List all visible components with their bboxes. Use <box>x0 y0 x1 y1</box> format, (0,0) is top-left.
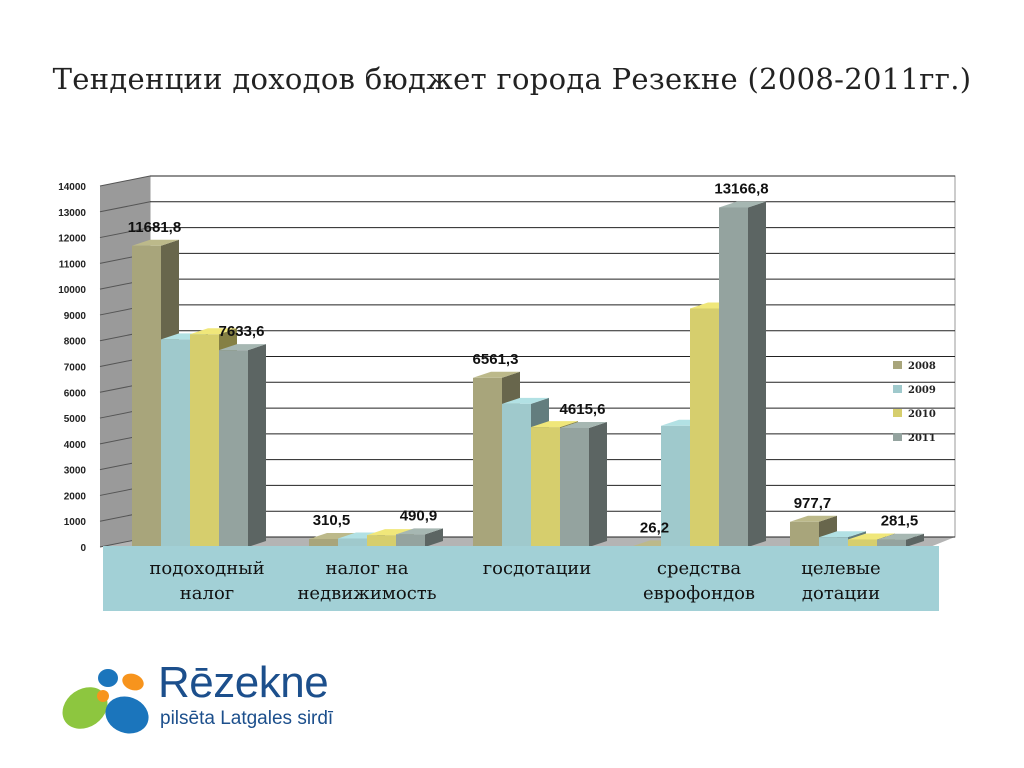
y-tick-label: 3000 <box>64 466 87 477</box>
category-label-state-grants: госдотации <box>482 558 592 579</box>
data-label: 490,9 <box>400 507 438 524</box>
category-label-eu-funds: средства еврофондов <box>642 558 756 604</box>
logo-wordmark: Rēzekne <box>158 658 329 707</box>
gridline-side <box>99 201 151 213</box>
data-label: 310,5 <box>313 512 351 529</box>
bar-front <box>719 207 748 547</box>
logo-tagline: pilsēta Latgales sirdī <box>160 708 334 729</box>
bar-front <box>161 339 190 547</box>
bar-front <box>690 308 719 547</box>
legend-swatch <box>893 361 902 369</box>
bar-top <box>132 239 179 246</box>
data-label: 4615,6 <box>560 401 606 418</box>
bar-front <box>877 539 906 547</box>
bar-front <box>560 427 589 547</box>
data-label: 6561,3 <box>473 351 519 368</box>
legend-swatch <box>893 385 902 393</box>
gridline-side <box>99 227 151 239</box>
data-label: 977,7 <box>794 495 832 512</box>
bar-2011-1 <box>396 528 443 547</box>
data-label: 281,5 <box>881 513 919 530</box>
legend-label: 2011 <box>908 433 936 444</box>
category-label-property-tax: налог на недвижимость <box>297 558 437 604</box>
bar-top <box>396 528 443 535</box>
bar-front <box>219 350 248 547</box>
y-tick-label: 8000 <box>64 337 87 348</box>
bar-top <box>819 531 866 538</box>
bar-front <box>309 538 338 547</box>
bar-top <box>719 201 766 208</box>
bar-side <box>425 528 443 547</box>
bar-side <box>906 533 924 547</box>
legend-label: 2008 <box>908 361 936 372</box>
bar-front <box>367 535 396 547</box>
y-tick-label: 2000 <box>64 491 87 502</box>
data-labels: 11681,8 7633,6 310,5 490,9 6561,3 4615,6 26,2 1… <box>128 180 918 536</box>
bar-top <box>790 515 837 522</box>
bar-2011-4 <box>877 533 924 547</box>
bar-front <box>790 521 819 547</box>
bar-top <box>560 421 607 428</box>
y-tick-label: 11000 <box>59 259 87 270</box>
bar-side <box>248 344 266 547</box>
data-label: 26,2 <box>640 519 669 536</box>
logo-emblem-icon <box>62 669 149 734</box>
y-tick-label: 5000 <box>64 414 87 425</box>
y-tick-label: 14000 <box>58 182 86 193</box>
bar-side <box>748 201 766 547</box>
gridline-side <box>99 175 151 187</box>
chart-bars <box>132 201 924 548</box>
bar-top <box>219 344 266 351</box>
y-tick-label: 7000 <box>64 363 87 374</box>
y-tick-label: 1000 <box>64 517 87 528</box>
bar-2011-2 <box>560 421 607 547</box>
bar-top <box>531 421 578 428</box>
bar-top <box>190 328 237 335</box>
bar-top <box>473 371 520 378</box>
y-tick-label: 12000 <box>58 234 86 245</box>
bar-top <box>877 533 924 540</box>
legend-swatch <box>893 409 902 417</box>
bar-front <box>502 403 531 547</box>
chart-legend: 2008 2009 2010 2011 <box>893 361 936 444</box>
bar-front <box>848 539 877 547</box>
category-label-targeted-grants: целевые дотации <box>801 558 881 604</box>
category-axis-band: подоходный налог налог на недвижимость г… <box>103 546 939 611</box>
data-label: 7633,6 <box>219 323 265 340</box>
y-tick-label: 0 <box>80 543 86 554</box>
bar-side <box>589 421 607 547</box>
bar-front <box>396 534 425 547</box>
bar-front <box>531 427 560 547</box>
bar-2011-0 <box>219 344 266 547</box>
y-tick-label: 6000 <box>64 388 87 399</box>
category-label-income-tax: подоходный налог <box>149 558 265 604</box>
y-tick-label: 4000 <box>64 440 87 451</box>
legend-label: 2009 <box>908 385 936 396</box>
bar-front <box>473 377 502 547</box>
bar-front <box>338 538 367 547</box>
data-label: 11681,8 <box>128 219 181 236</box>
slide-title: Тенденции доходов бюджет города Резекне … <box>52 62 972 96</box>
bar-front <box>819 537 848 547</box>
legend-swatch <box>893 433 902 441</box>
bar-front <box>661 425 690 547</box>
y-axis: 0 1000 2000 3000 4000 5000 6000 7000 8000 9000 100… <box>58 182 86 554</box>
bar-front <box>190 334 219 547</box>
bar-top <box>502 397 549 404</box>
y-tick-label: 9000 <box>64 311 87 322</box>
bar-2008-4 <box>790 515 837 547</box>
bar-top <box>848 533 895 540</box>
y-tick-label: 10000 <box>58 285 86 296</box>
bar-top <box>309 532 356 539</box>
y-tick-label: 13000 <box>58 208 86 219</box>
bar-2011-3 <box>719 201 766 547</box>
bar-front <box>132 245 161 548</box>
rezekne-logo: Rēzekne pilsēta Latgales sirdī <box>55 658 375 740</box>
legend-label: 2010 <box>908 409 936 420</box>
bar-top <box>367 529 414 536</box>
data-label: 13166,8 <box>714 180 768 197</box>
